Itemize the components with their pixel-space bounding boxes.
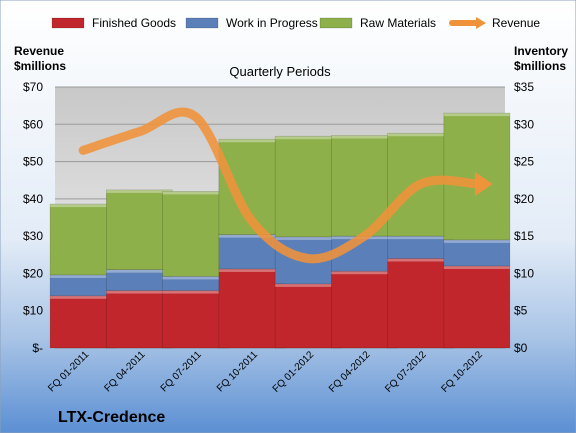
company-name: LTX-Credence: [58, 409, 165, 426]
left-tick-label: $30: [23, 229, 43, 243]
bar-highlight: [218, 234, 285, 238]
bar-highlight: [50, 204, 117, 208]
bar-highlight: [275, 236, 342, 240]
bar-raw-materials: [49, 203, 117, 276]
legend-label-revenue: Revenue: [492, 16, 540, 30]
revenue-line: [78, 107, 482, 264]
left-tick-label: $20: [23, 266, 43, 280]
legend-swatch-raw-materials: [319, 17, 353, 29]
right-tick-label: $15: [514, 229, 534, 243]
bar-work-in-progress: [443, 239, 511, 267]
bar-highlight: [443, 239, 510, 243]
right-tick-label: $5: [514, 304, 528, 318]
bar-highlight: [387, 133, 454, 137]
chart-title: Quarterly Periods: [229, 64, 331, 79]
left-tick-label: $10: [23, 304, 43, 318]
revenue-arrowhead: [474, 171, 493, 196]
left-tick-label: $40: [23, 192, 43, 206]
bar-highlight: [218, 139, 285, 143]
right-axis-title-line2: $millions: [514, 59, 566, 73]
bar-highlight: [387, 236, 454, 240]
bar-highlight: [162, 191, 229, 195]
right-tick-label: $35: [514, 80, 534, 94]
right-axis-title-line1: Inventory: [514, 44, 568, 58]
bar-highlight: [162, 276, 229, 280]
bar-raw-materials: [106, 189, 173, 270]
legend-label-raw-materials: Raw Materials: [360, 16, 436, 30]
legend-swatch-arrowhead: [476, 17, 486, 29]
bar-highlight: [331, 135, 398, 139]
bar-finished-goods: [274, 283, 342, 349]
bar-highlight: [443, 265, 510, 269]
legend: Finished Goods Work in Progress Raw Materi…: [51, 16, 540, 30]
bar-finished-goods: [387, 258, 454, 349]
legend-swatch-finished-goods: [51, 17, 85, 29]
bar-highlight: [218, 268, 285, 272]
right-tick-label: $30: [514, 117, 534, 131]
revenue-line-group: [78, 107, 493, 264]
bar-finished-goods: [218, 268, 286, 349]
legend-swatch-work-in-progress: [185, 17, 219, 29]
right-tick-label: $0: [514, 341, 528, 355]
bar-highlight: [106, 290, 173, 294]
bar-highlight: [106, 189, 173, 193]
right-tick-label: $10: [514, 266, 534, 280]
right-tick-label: $20: [514, 192, 534, 206]
bar-finished-goods: [162, 290, 229, 349]
left-axis-ticks: $- $10 $20 $30 $40 $50 $60 $70: [23, 80, 43, 355]
legend-label-finished-goods: Finished Goods: [92, 16, 176, 30]
bar-highlight: [275, 136, 342, 140]
legend-label-work-in-progress: Work in Progress: [226, 16, 318, 30]
bar-highlight: [443, 113, 510, 117]
bar-highlight: [331, 271, 398, 275]
bar-highlight: [275, 283, 342, 287]
bar-highlight: [106, 269, 173, 273]
bar-highlight: [50, 274, 117, 278]
bar-raw-materials: [162, 191, 229, 277]
bar-highlight: [50, 295, 117, 299]
left-axis-title-line1: Revenue: [14, 44, 64, 58]
left-tick-label: $70: [23, 80, 43, 94]
left-axis-title-line2: $millions: [14, 59, 66, 73]
left-tick-label: $60: [23, 117, 43, 131]
bar-raw-materials: [274, 135, 342, 238]
bar-highlight: [387, 258, 454, 262]
left-tick-label: $-: [32, 341, 43, 355]
right-tick-label: $25: [514, 155, 534, 169]
left-tick-label: $50: [23, 155, 43, 169]
bar-highlight: [162, 290, 229, 294]
bar-finished-goods: [443, 265, 511, 349]
right-axis-ticks: $0 $5 $10 $15 $20 $25 $30 $35: [514, 80, 534, 355]
